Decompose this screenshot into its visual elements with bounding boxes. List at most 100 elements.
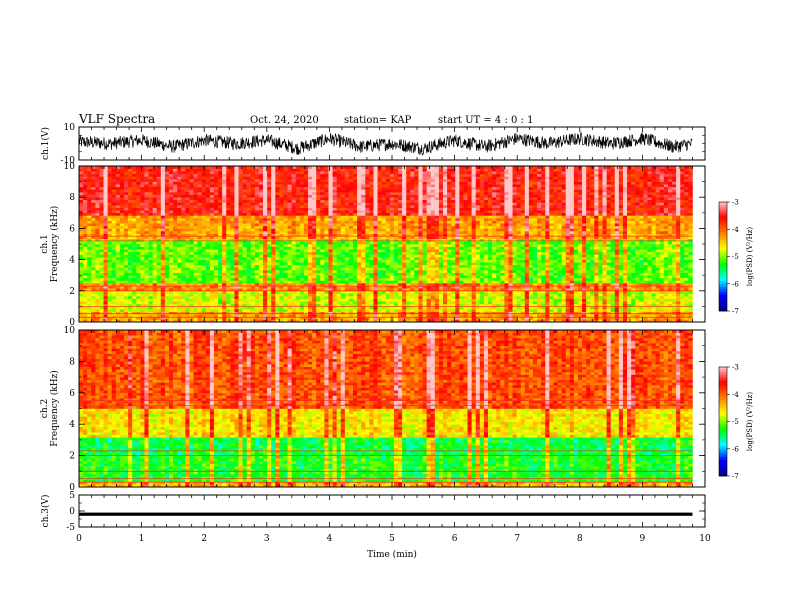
spectrogram-cell — [492, 267, 497, 271]
spectrogram-cell — [160, 272, 166, 276]
spectrogram-cell — [291, 293, 297, 297]
spectrogram-cell — [263, 270, 268, 273]
spectrogram-cell — [385, 293, 391, 297]
spectrogram-cell — [430, 249, 436, 253]
spectrogram-cell — [528, 314, 534, 318]
spectrogram-cell — [226, 296, 231, 299]
spectrogram-cell — [115, 283, 121, 286]
spectrogram-cell — [520, 280, 526, 284]
spectrogram-cell — [573, 285, 579, 289]
spectrogram-cell — [365, 319, 370, 323]
spectrogram-cell — [688, 246, 693, 250]
spectrogram-cell — [508, 293, 513, 297]
spectrogram-cell — [610, 283, 616, 286]
spectrogram-cell — [487, 241, 493, 245]
spectrogram-cell — [561, 275, 566, 279]
spectrogram-cell — [402, 262, 407, 266]
spectrogram-cell — [303, 241, 309, 245]
spectrogram-cell — [483, 314, 489, 318]
spectrogram-cell — [586, 298, 591, 302]
spectrogram-cell — [189, 238, 194, 242]
spectrogram-cell — [651, 249, 656, 253]
spectrogram-cell — [222, 306, 227, 310]
spectrogram-cell — [115, 254, 121, 258]
spectrogram-cell — [688, 244, 693, 247]
spectrogram-cell — [688, 316, 693, 320]
spectrogram-cell — [492, 280, 497, 284]
spectrogram-cell — [128, 241, 133, 245]
spectrogram-cell — [181, 244, 186, 247]
spectrogram-cell — [173, 298, 178, 302]
spectrogram-cell — [475, 262, 481, 266]
spectrogram-cell — [561, 298, 566, 302]
spectrogram-cell — [635, 257, 640, 260]
spectrogram-cell — [459, 254, 464, 258]
spectrogram-cell — [144, 249, 149, 253]
spectrogram-cell — [598, 283, 603, 286]
spectrogram-cell — [443, 309, 448, 312]
spectrogram-cell — [508, 303, 513, 307]
spectrogram-cell — [426, 275, 432, 279]
spectrogram-cell — [381, 272, 387, 276]
spectrogram-cell — [324, 290, 329, 294]
spectrogram-cell — [254, 293, 260, 297]
spectrogram-cell — [496, 275, 501, 279]
spectrogram-cell — [148, 236, 153, 240]
spectrogram-cell — [348, 285, 354, 289]
spectrogram-cell — [271, 275, 276, 279]
spectrogram-cell — [635, 272, 640, 276]
spectrogram-cell — [651, 241, 656, 245]
spectrogram-cell — [528, 293, 534, 297]
spectrogram-cell — [128, 244, 133, 247]
spectrogram-cell — [463, 244, 468, 247]
spectrogram-cell — [230, 272, 235, 276]
spectrogram-cell — [389, 303, 395, 307]
spectrogram-cell — [569, 303, 575, 307]
spectrogram-cell — [107, 236, 113, 240]
spectrogram-cell — [119, 259, 125, 263]
spectrogram-cell — [622, 262, 628, 266]
spectrogram-cell — [230, 301, 235, 305]
spectrogram-cell — [144, 314, 149, 318]
spectrogram-cell — [618, 259, 624, 263]
spectrogram-cell — [688, 254, 693, 258]
spectrogram-cell — [128, 316, 133, 320]
spectrogram-cell — [672, 285, 677, 289]
spectrogram-cell — [328, 283, 333, 286]
spectrogram-cell — [639, 280, 644, 284]
spectrogram-cell — [680, 264, 685, 268]
spectrogram-cell — [316, 285, 321, 289]
spectrogram-cell — [655, 296, 661, 299]
spectrogram-cell — [410, 262, 415, 266]
spectrogram-cell — [185, 293, 190, 297]
spectrogram-cell — [328, 244, 333, 247]
spectrogram-cell — [242, 316, 247, 320]
spectrogram-cell — [308, 296, 313, 299]
spectrogram-cell — [246, 319, 252, 323]
spectrogram-cell — [91, 306, 96, 310]
spectrogram-cell — [663, 283, 669, 286]
spectrogram-cell — [197, 319, 202, 323]
spectrogram-cell — [336, 314, 342, 318]
spectrogram-cell — [312, 285, 317, 289]
spectrogram-cell — [500, 264, 505, 268]
spectrogram-cell — [504, 293, 509, 297]
spectrogram-cell — [631, 254, 636, 258]
spectrogram-cell — [156, 251, 162, 255]
spectrogram-cell — [181, 301, 186, 305]
spectrogram-cell — [340, 309, 346, 312]
spectrogram-cell — [647, 298, 652, 302]
spectrogram-cell — [430, 290, 436, 294]
spectrogram-cell — [271, 262, 276, 266]
spectrogram-cell — [631, 251, 636, 255]
spectrogram-cell — [115, 288, 121, 292]
spectrogram-cell — [148, 244, 153, 247]
spectrogram-cell — [357, 290, 362, 294]
spectrogram-cell — [201, 238, 207, 242]
spectrogram-cell — [430, 251, 436, 255]
spectrogram-cell — [181, 283, 186, 286]
spectrogram-cell — [487, 301, 493, 305]
spectrogram-cell — [205, 257, 211, 260]
spectrogram-cell — [287, 293, 292, 297]
spectrogram-cell — [316, 280, 321, 284]
